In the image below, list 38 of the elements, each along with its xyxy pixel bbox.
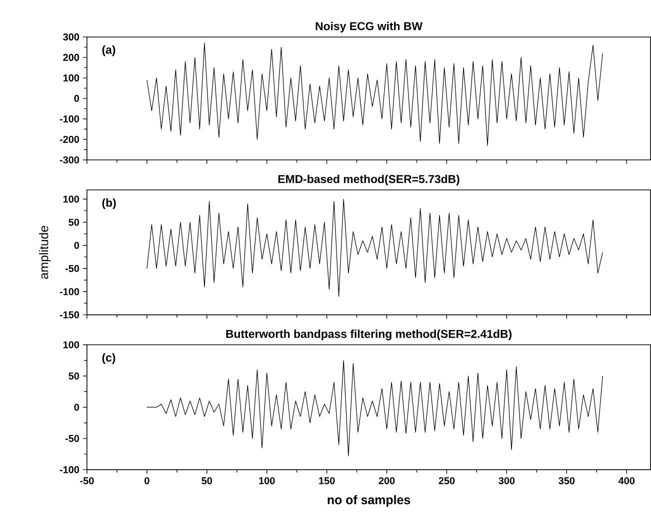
chart-title: Butterworth bandpass filtering method(SER=2.41dB): [226, 330, 512, 340]
x-tick-label: 200: [378, 477, 395, 484]
annotation: (a): [102, 46, 116, 56]
y-tick-label: 50: [68, 372, 80, 380]
y-tick-label: 0: [74, 95, 80, 102]
x-tick-label: 400: [618, 477, 635, 484]
x-tick-label: 250: [438, 477, 455, 484]
x-tick-label: 350: [558, 477, 575, 484]
annotation: (b): [102, 198, 116, 210]
y-tick-label: 100: [63, 74, 80, 82]
y-tick-label: 100: [63, 196, 80, 203]
chart-title: EMD-based method(SER=5.73dB): [278, 174, 460, 186]
y-axis-title: amplitude: [39, 226, 51, 279]
line-series: [146, 42, 603, 146]
y-tick-label: -100: [60, 466, 80, 474]
y-tick-label: 100: [63, 341, 80, 348]
x-tick-label: 50: [202, 477, 212, 484]
y-tick-label: -200: [60, 136, 80, 144]
x-tick-label: 150: [319, 477, 335, 484]
line-series: [146, 198, 603, 297]
y-tick-label: 0: [74, 404, 80, 411]
y-tick-label: -50: [65, 435, 80, 442]
y-tick-label: -100: [60, 116, 80, 123]
x-tick-label: 300: [498, 477, 515, 484]
chart-title: Noisy ECG with BW: [316, 22, 423, 33]
y-tick-label: 0: [74, 242, 80, 250]
y-tick-label: -300: [60, 156, 80, 164]
y-tick-label: -100: [60, 288, 80, 296]
annotation: (c): [102, 353, 116, 364]
y-tick-label: 300: [63, 34, 80, 41]
x-tick-label: 100: [259, 477, 275, 484]
x-tick-label: 0: [144, 477, 150, 484]
y-tick-label: -150: [60, 311, 80, 318]
y-tick-label: -50: [65, 265, 80, 272]
y-tick-label: 50: [68, 218, 80, 226]
x-tick-label: -50: [80, 477, 94, 484]
x-axis-title: no of samples: [328, 495, 410, 507]
y-tick-label: 200: [63, 54, 80, 62]
